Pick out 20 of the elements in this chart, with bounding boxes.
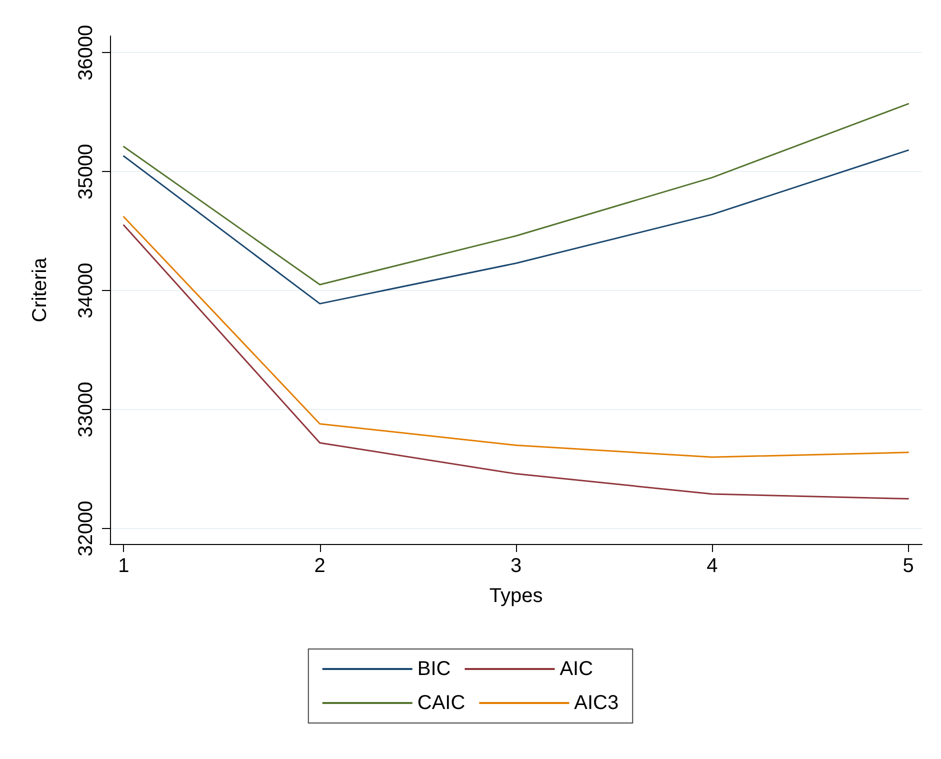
legend-label: CAIC xyxy=(417,692,466,714)
y-tick-label: 33000 xyxy=(75,382,97,438)
legend-label: BIC xyxy=(417,658,451,680)
y-axis-title: Criteria xyxy=(29,256,51,322)
y-tick-label: 34000 xyxy=(75,262,97,318)
line-series xyxy=(122,149,910,304)
line-series xyxy=(122,216,910,458)
y-tick-label: 35000 xyxy=(75,144,97,200)
x-tick-label: 2 xyxy=(314,555,326,577)
x-tick-label: 5 xyxy=(902,555,914,577)
x-tick-label: 1 xyxy=(118,555,130,577)
y-tick-label: 32000 xyxy=(75,500,97,556)
legend-label: AIC3 xyxy=(574,692,619,714)
legend-label: AIC xyxy=(560,658,594,680)
line-series xyxy=(122,224,910,500)
x-axis-title: Types xyxy=(489,585,543,607)
x-tick-label: 3 xyxy=(510,555,522,577)
x-tick-label: 4 xyxy=(706,555,718,577)
line-series xyxy=(122,103,910,286)
y-tick-label: 36000 xyxy=(75,24,97,80)
